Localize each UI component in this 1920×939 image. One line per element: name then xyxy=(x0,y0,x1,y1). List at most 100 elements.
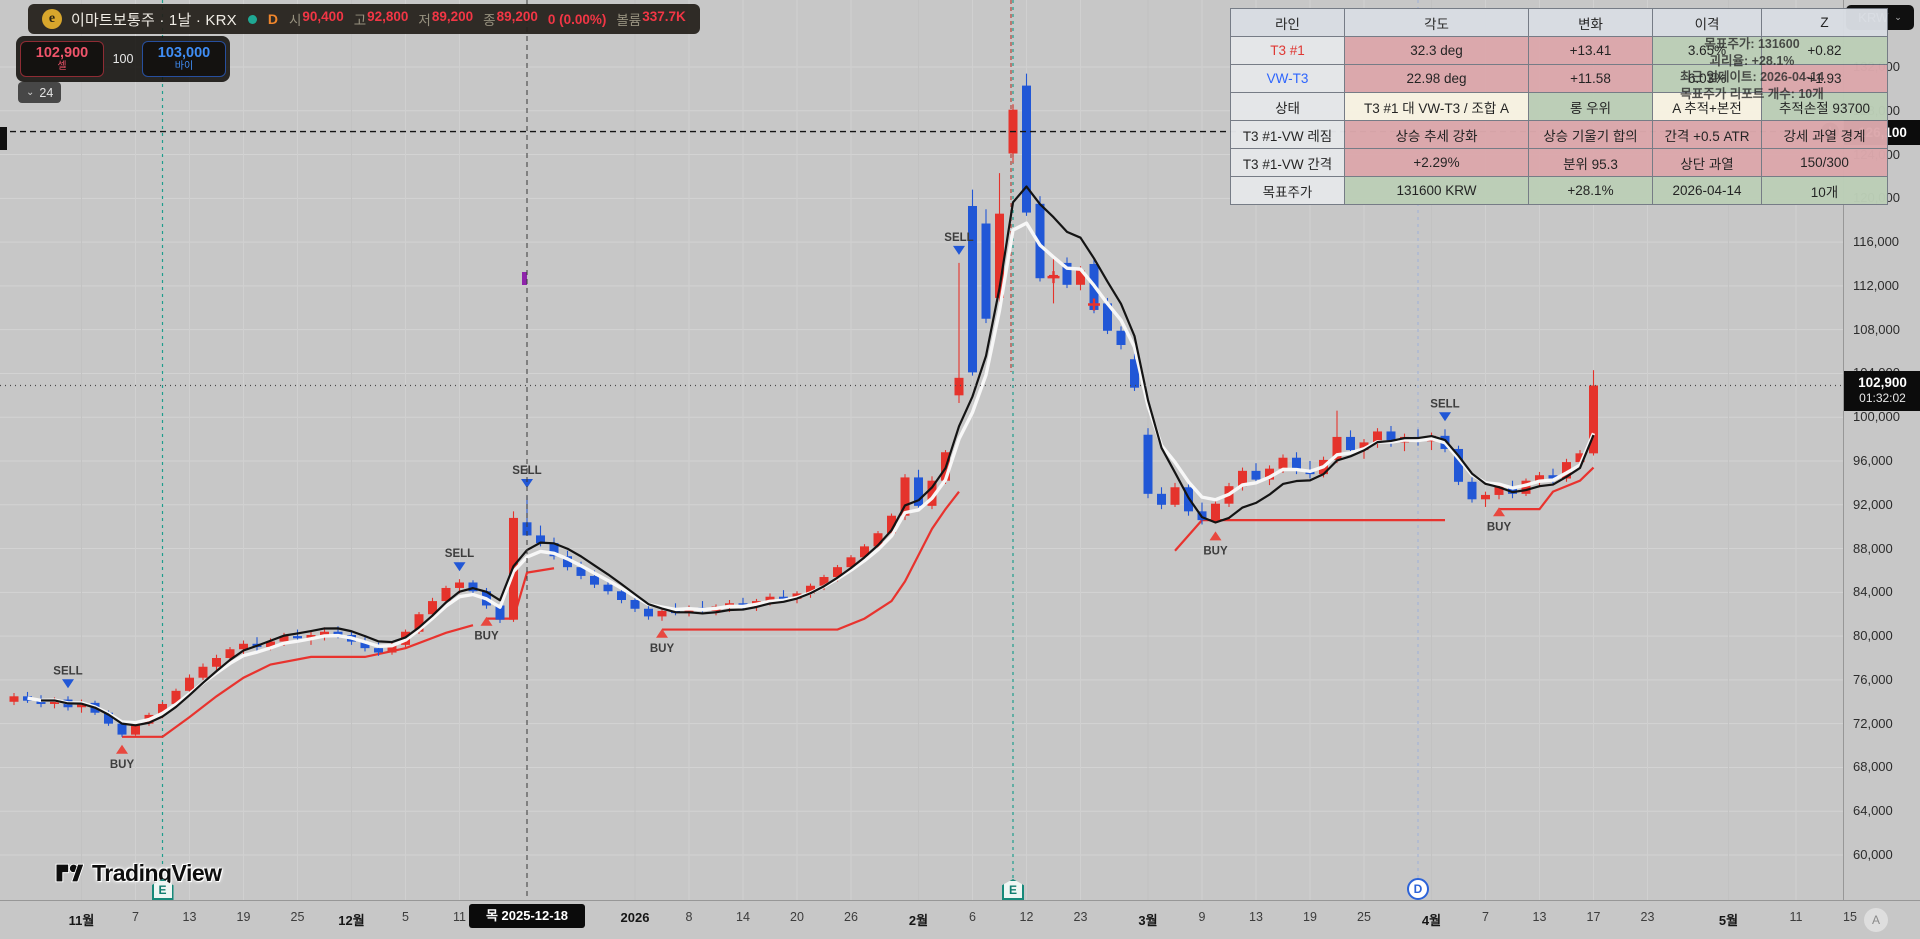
buy-marker-icon xyxy=(480,616,493,626)
t3-line xyxy=(40,185,1595,727)
time-tick-label: 11 xyxy=(1789,910,1803,924)
table-cell: A 추적+본전 xyxy=(1652,92,1762,121)
time-tick-label: 13 xyxy=(182,910,197,924)
buy-price: 103,000 xyxy=(157,45,211,61)
earnings-badge[interactable]: E xyxy=(1002,879,1024,900)
table-cell: 상승 추세 강화 xyxy=(1344,120,1529,149)
table-row-name: 상태 xyxy=(1230,92,1345,121)
sell-marker-icon xyxy=(521,479,533,489)
time-tick-label: 3월 xyxy=(1138,913,1158,928)
table-cell: 분위 95.3 xyxy=(1528,148,1653,177)
open-label: 시 xyxy=(288,13,302,28)
buy-marker-label: BUY xyxy=(474,631,499,643)
trade-panel: 102,900 셀 100 103,000 바이 xyxy=(16,36,230,82)
buy-marker-icon xyxy=(656,628,668,638)
time-tick-label: 23 xyxy=(1640,910,1655,924)
sell-marker-icon xyxy=(953,245,965,255)
buy-marker-label: BUY xyxy=(1487,521,1512,533)
symbol-title[interactable]: 이마트보통주 · 1날 · KRX xyxy=(71,11,237,29)
volume-value: 337.7K xyxy=(642,9,686,24)
table-cell: 10개 xyxy=(1761,176,1888,205)
table-row-name: T3 #1-VW 간격 xyxy=(1230,148,1345,177)
table-cell: 추적손절 93700 xyxy=(1761,92,1888,121)
open-value: 90,400 xyxy=(302,9,344,24)
time-tick-label: 13 xyxy=(1532,910,1547,924)
price-tick-label: 116,000 xyxy=(1853,234,1900,250)
sell-button-label: 셀 xyxy=(57,61,67,72)
table-cell: 6.03% xyxy=(1652,64,1762,93)
time-tick-label: 12월 xyxy=(338,913,365,928)
time-tick-label: 14 xyxy=(736,910,750,924)
table-cell: 간격 +0.5 ATR xyxy=(1652,120,1762,149)
stop-cross-icon xyxy=(1047,271,1060,284)
table-header-cell: 라인 xyxy=(1230,8,1345,37)
sell-marker-icon xyxy=(1439,412,1451,422)
price-tick-label: 72,000 xyxy=(1853,715,1893,731)
volume-label: 볼륨 xyxy=(616,13,642,28)
price-tick-label: 84,000 xyxy=(1853,584,1893,600)
quantity-field[interactable]: 100 xyxy=(112,52,134,66)
time-tick-label: 11월 xyxy=(68,913,95,928)
buy-marker-label: BUY xyxy=(1203,545,1228,557)
sell-button[interactable]: 102,900 셀 xyxy=(20,41,104,77)
low-value: 89,200 xyxy=(431,9,474,24)
buy-marker-label: BUY xyxy=(110,759,135,771)
price-tick-label: 112,000 xyxy=(1853,277,1900,293)
price-tick-label: 60,000 xyxy=(1853,846,1893,862)
buy-button-label: 바이 xyxy=(174,61,194,72)
auto-scale-button[interactable]: A xyxy=(1864,908,1888,932)
time-tick-label: 5월 xyxy=(1718,913,1739,928)
drawing-toolbar-handle[interactable] xyxy=(0,127,7,150)
table-cell: +28.1% xyxy=(1528,176,1653,205)
market-status-icon xyxy=(247,14,257,24)
dividend-badge[interactable]: D xyxy=(1407,878,1429,900)
table-cell: 3.65% xyxy=(1652,36,1762,65)
time-tick-label: 25 xyxy=(1357,910,1371,924)
time-tick-label: 4월 xyxy=(1421,913,1442,928)
table-cell: +0.82 xyxy=(1761,36,1888,65)
buy-button[interactable]: 103,000 바이 xyxy=(142,41,226,77)
chevron-down-icon: ⌄ xyxy=(1894,12,1902,22)
alert-flag-icon xyxy=(522,272,527,285)
sell-marker-icon xyxy=(62,679,74,689)
grid xyxy=(0,66,1843,856)
table-cell: 22.98 deg xyxy=(1344,64,1529,93)
price-tick-label: 100,000 xyxy=(1853,409,1900,425)
positions-collapse-button[interactable]: ⌄ 24 xyxy=(18,82,62,103)
last-price-label: 102,900 01:32:02 xyxy=(1844,371,1920,411)
table-cell: 150/300 xyxy=(1761,148,1888,177)
time-tick-label: 12 xyxy=(1019,910,1034,924)
table-cell: T3 #1 대 VW-T3 / 조합 A xyxy=(1344,92,1529,121)
table-row-name: 목표주가 xyxy=(1230,176,1345,205)
table-row-name: T3 #1 xyxy=(1230,36,1345,65)
tradingview-mark-icon xyxy=(55,863,84,883)
price-tick-label: 68,000 xyxy=(1853,759,1893,775)
time-scale[interactable]: 11월 7 13 19 25 12월 5 11 2026 8 14 20 26 2월 6 12 23 3월 9 13 1… xyxy=(0,900,1920,939)
tradingview-wordmark: TradingView xyxy=(92,859,222,886)
tradingview-logo[interactable]: TradingView xyxy=(54,858,222,888)
time-tick-label: 23 xyxy=(1073,910,1088,924)
time-tick-label: 2026 xyxy=(620,910,650,925)
time-tick-label: 7 xyxy=(1482,910,1489,924)
change-value: 0 (0.00%) xyxy=(547,11,607,27)
time-tick-label: 7 xyxy=(132,910,139,924)
time-tick-label: 26 xyxy=(844,910,858,924)
table-row-name: VW-T3 xyxy=(1230,64,1345,93)
table-cell: 롱 우위 xyxy=(1528,92,1653,121)
price-tick-label: 80,000 xyxy=(1853,628,1893,644)
price-tick-label: 76,000 xyxy=(1853,671,1893,687)
low-label: 저 xyxy=(418,13,431,28)
close-label: 종 xyxy=(483,13,496,28)
price-tick-label: 108,000 xyxy=(1853,321,1900,337)
sell-marker-label: SELL xyxy=(944,232,973,244)
high-label: 고 xyxy=(353,13,367,28)
chevron-down-icon: ⌄ xyxy=(26,87,35,98)
interval-label[interactable]: D xyxy=(267,11,278,27)
earnings-badge[interactable]: E xyxy=(151,879,174,900)
buy-marker-icon xyxy=(116,744,128,754)
high-value: 92,800 xyxy=(367,9,409,24)
time-tick-label: 11 xyxy=(453,910,466,924)
